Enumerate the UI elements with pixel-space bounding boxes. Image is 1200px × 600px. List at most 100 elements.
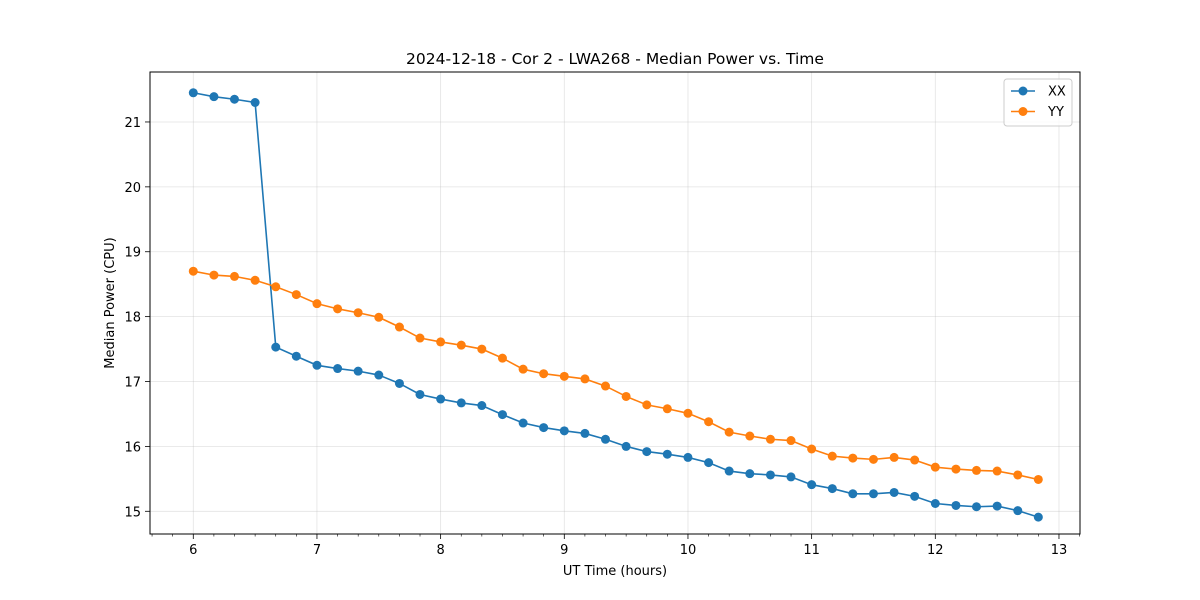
- y-tick-label: 19: [124, 246, 141, 261]
- data-point-yy: [374, 312, 384, 322]
- legend-label-xx: XX: [1048, 85, 1066, 100]
- data-point-xx: [786, 472, 796, 482]
- data-point-xx: [807, 480, 817, 490]
- axis-ticks: 6 7 8 9 10 11 12 13 15 16 17 18 19 20 21: [124, 116, 1080, 558]
- x-tick-label: 10: [680, 543, 697, 558]
- data-point-xx: [229, 94, 239, 104]
- data-point-xx: [415, 389, 425, 399]
- legend: XX YY: [1003, 78, 1073, 127]
- data-point-yy: [868, 454, 878, 464]
- x-tick-label: 13: [1051, 543, 1068, 558]
- legend-marker-yy: [1018, 107, 1028, 116]
- data-point-yy: [683, 408, 693, 418]
- data-point-xx: [518, 418, 528, 428]
- data-point-xx: [910, 491, 920, 501]
- x-axis-label: UT Time (hours): [563, 564, 667, 579]
- data-point-xx: [209, 92, 219, 102]
- data-point-xx: [745, 469, 755, 479]
- data-point-yy: [765, 434, 775, 444]
- x-tick-label: 8: [436, 543, 444, 558]
- data-point-xx: [580, 428, 590, 438]
- y-tick-label: 21: [124, 116, 141, 131]
- data-point-xx: [539, 423, 549, 433]
- data-point-yy: [271, 282, 281, 292]
- data-point-yy: [992, 466, 1002, 476]
- data-point-xx: [930, 499, 940, 509]
- data-point-yy: [415, 333, 425, 343]
- data-point-yy: [229, 271, 239, 281]
- data-point-yy: [621, 391, 631, 401]
- data-point-yy: [209, 270, 219, 280]
- data-point-yy: [559, 371, 569, 381]
- chart-title: 2024-12-18 - Cor 2 - LWA268 - Median Pow…: [406, 50, 824, 68]
- data-point-yy: [704, 417, 714, 427]
- y-tick-label: 20: [124, 181, 141, 196]
- data-point-yy: [188, 266, 198, 276]
- data-point-xx: [333, 364, 343, 374]
- data-point-yy: [889, 452, 899, 462]
- legend-label-yy: YY: [1047, 105, 1064, 120]
- y-tick-label: 17: [124, 376, 141, 391]
- data-point-yy: [1013, 470, 1023, 480]
- data-point-xx: [497, 410, 507, 420]
- data-point-xx: [765, 470, 775, 480]
- x-tick-label: 6: [189, 543, 197, 558]
- data-point-xx: [600, 434, 610, 444]
- y-tick-label: 15: [124, 505, 141, 520]
- legend-marker-xx: [1018, 86, 1028, 96]
- data-point-xx: [971, 502, 981, 512]
- data-point-xx: [621, 441, 631, 451]
- data-point-xx: [559, 426, 569, 436]
- grid: [150, 72, 1080, 534]
- data-point-xx: [951, 500, 961, 510]
- data-point-yy: [910, 455, 920, 465]
- data-point-xx: [889, 487, 899, 497]
- data-point-xx: [662, 449, 672, 459]
- x-tick-label: 11: [803, 543, 820, 558]
- data-point-yy: [662, 404, 672, 414]
- data-point-xx: [436, 394, 446, 404]
- data-point-yy: [250, 275, 260, 285]
- data-point-yy: [312, 299, 322, 309]
- data-point-xx: [848, 489, 858, 499]
- data-point-yy: [291, 290, 301, 300]
- data-point-xx: [1033, 512, 1043, 522]
- data-point-yy: [786, 436, 796, 446]
- data-point-xx: [291, 351, 301, 361]
- data-point-xx: [683, 452, 693, 462]
- data-point-xx: [992, 501, 1002, 511]
- data-point-yy: [436, 337, 446, 347]
- data-point-xx: [477, 401, 487, 411]
- data-point-xx: [724, 466, 734, 476]
- data-point-xx: [1013, 506, 1023, 516]
- data-point-xx: [312, 360, 322, 370]
- data-series: [188, 88, 1043, 522]
- data-point-yy: [477, 344, 487, 354]
- data-point-yy: [724, 427, 734, 437]
- data-point-xx: [456, 398, 466, 408]
- data-point-yy: [848, 453, 858, 463]
- data-point-yy: [353, 308, 363, 318]
- data-point-xx: [642, 447, 652, 457]
- data-point-xx: [704, 458, 714, 468]
- data-point-yy: [807, 444, 817, 454]
- data-point-yy: [394, 322, 404, 332]
- data-point-yy: [971, 465, 981, 475]
- data-point-xx: [250, 97, 260, 107]
- data-point-yy: [456, 340, 466, 350]
- x-tick-label: 9: [560, 543, 568, 558]
- data-point-xx: [271, 342, 281, 352]
- series-yy: [188, 266, 1043, 484]
- plot-frame: [149, 71, 1081, 535]
- data-point-yy: [580, 374, 590, 384]
- data-point-xx: [374, 370, 384, 380]
- data-point-yy: [827, 451, 837, 461]
- data-point-xx: [394, 378, 404, 388]
- y-tick-label: 18: [124, 311, 141, 326]
- data-point-yy: [539, 369, 549, 379]
- data-point-yy: [1033, 474, 1043, 484]
- data-point-yy: [497, 353, 507, 363]
- data-point-xx: [188, 88, 198, 98]
- x-tick-label: 7: [313, 543, 321, 558]
